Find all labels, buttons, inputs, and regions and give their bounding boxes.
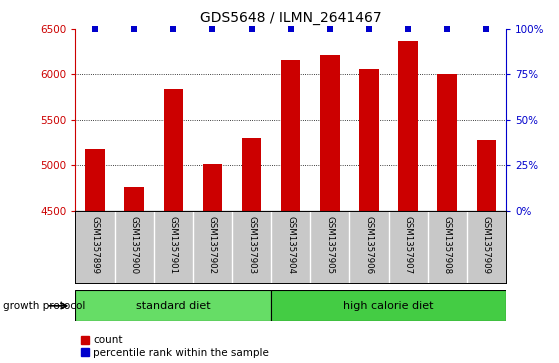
Text: high calorie diet: high calorie diet <box>343 301 434 311</box>
Text: GSM1357906: GSM1357906 <box>364 216 373 274</box>
Text: GSM1357901: GSM1357901 <box>169 216 178 274</box>
Bar <box>242 138 262 211</box>
Text: GSM1357905: GSM1357905 <box>325 216 334 274</box>
Bar <box>398 41 418 211</box>
Bar <box>477 140 496 211</box>
Text: growth protocol: growth protocol <box>3 301 85 311</box>
Text: GSM1357899: GSM1357899 <box>91 216 100 274</box>
Text: standard diet: standard diet <box>136 301 211 311</box>
Bar <box>85 149 105 211</box>
Title: GDS5648 / ILMN_2641467: GDS5648 / ILMN_2641467 <box>200 11 381 25</box>
Text: GSM1357900: GSM1357900 <box>130 216 139 274</box>
Text: GSM1357907: GSM1357907 <box>404 216 413 274</box>
Bar <box>320 55 340 211</box>
Bar <box>75 290 271 321</box>
Bar <box>203 164 222 211</box>
Text: GSM1357903: GSM1357903 <box>247 216 256 274</box>
Bar <box>359 69 379 211</box>
Text: GSM1357909: GSM1357909 <box>482 216 491 274</box>
Text: GSM1357908: GSM1357908 <box>443 216 452 274</box>
Bar <box>281 60 301 211</box>
Text: GSM1357904: GSM1357904 <box>286 216 295 274</box>
Legend: count, percentile rank within the sample: count, percentile rank within the sample <box>80 335 269 358</box>
Text: GSM1357902: GSM1357902 <box>208 216 217 274</box>
Bar <box>164 89 183 211</box>
Bar <box>438 74 457 211</box>
Bar <box>125 187 144 211</box>
Bar <box>271 290 506 321</box>
